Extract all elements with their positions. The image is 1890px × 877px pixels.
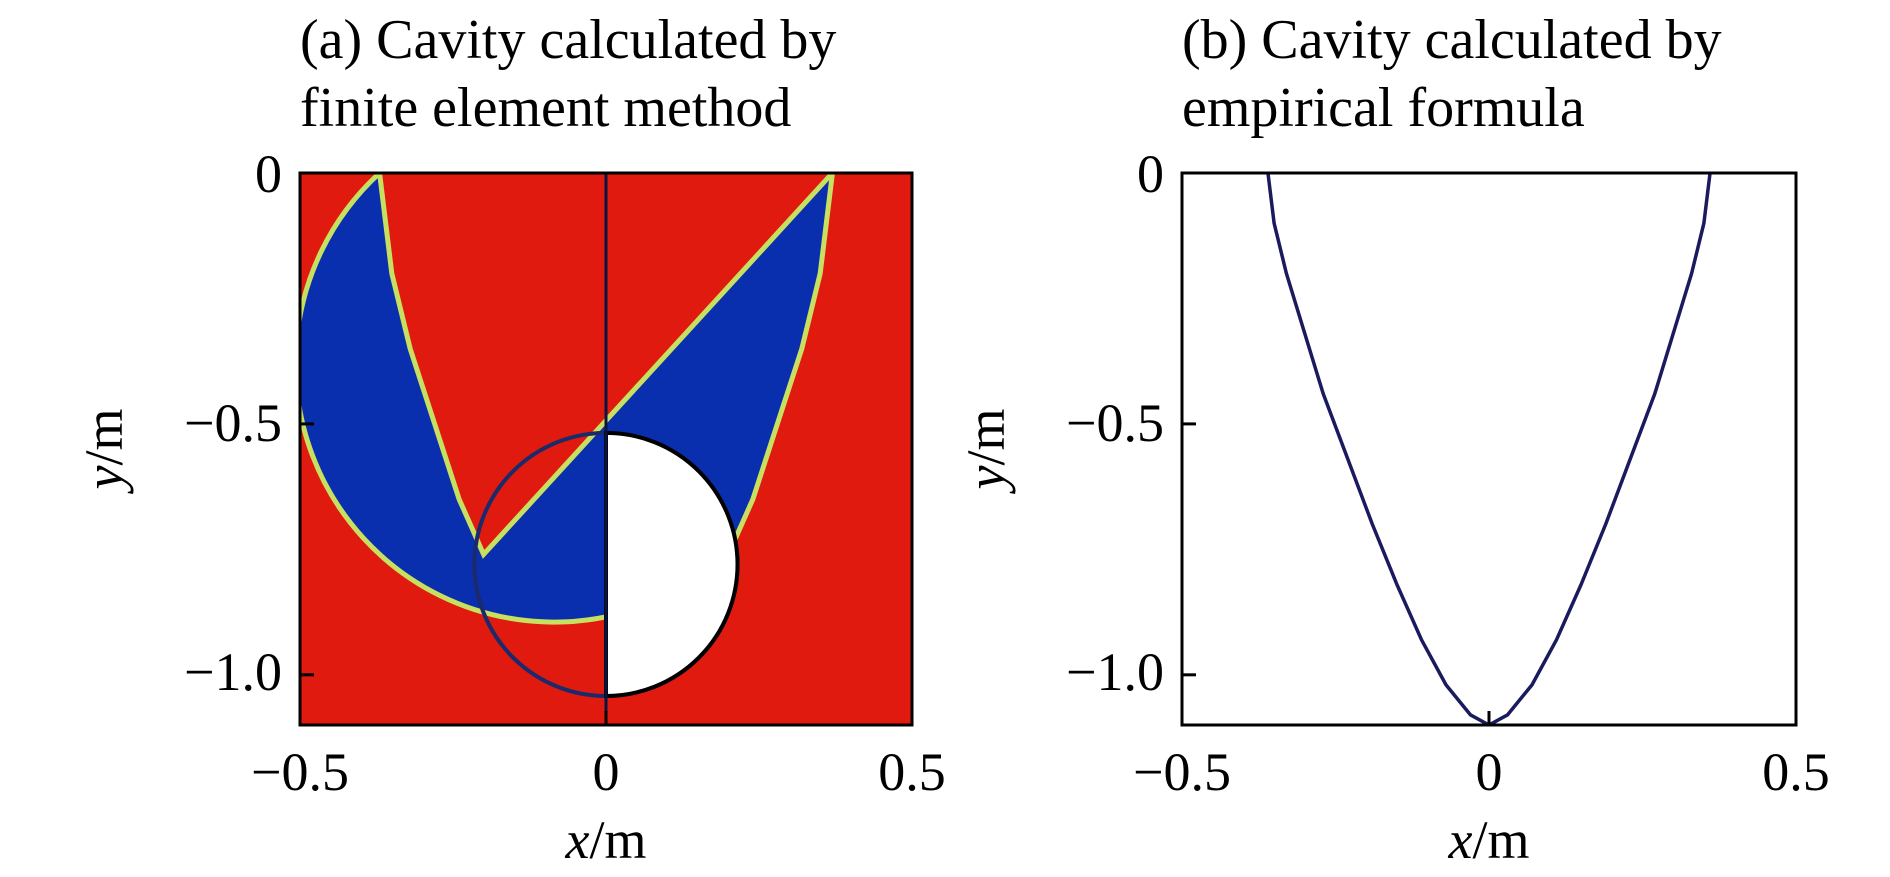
- panel-b-ylabel: y/m: [956, 409, 1016, 495]
- panel-a-xlabel-unit: /m: [589, 810, 646, 870]
- panel-b-ylabel-var: y: [956, 465, 1016, 494]
- panel-b-plot-area: [1266, 173, 1712, 725]
- panel-a-title-line-1: (a) Cavity calculated by: [300, 9, 836, 71]
- panel-b-ylabel-unit: /m: [956, 409, 1016, 466]
- panel-b-xtick-label-1: −0.5: [1133, 742, 1231, 802]
- panel-a-ticks: [298, 171, 914, 725]
- panel-b-ticks: [1180, 171, 1798, 725]
- panel-a-xtick-label-2: 0: [593, 742, 620, 802]
- panel-b-frame: [1180, 171, 1798, 727]
- panel-b-ytick-label-3: −1.0: [1066, 642, 1164, 702]
- panel-b-xlabel-unit: /m: [1472, 810, 1529, 870]
- panel-b-xlabel-var: x: [1448, 810, 1473, 870]
- panel-b-xlabel: x/m: [1448, 810, 1530, 870]
- panel-a-plot-area: [300, 173, 912, 725]
- projectile-half: [604, 430, 740, 699]
- panel-a-title-line-2: finite element method: [300, 77, 791, 139]
- panel-a-ytick-label-1: 0: [255, 144, 282, 204]
- panel-a-ylabel: y/m: [74, 409, 134, 495]
- panel-b-xtick-label-2: 0: [1476, 742, 1503, 802]
- cavity-profile-line: [1266, 173, 1712, 725]
- panel-a: (a) Cavity calculated by finite element …: [74, 9, 946, 870]
- panel-b: (b) Cavity calculated by empirical formu…: [956, 9, 1830, 870]
- panel-b-title-line-1: (b) Cavity calculated by: [1182, 9, 1722, 71]
- panel-a-xtick-label-1: −0.5: [251, 742, 349, 802]
- panel-b-title-line-2: empirical formula: [1182, 77, 1585, 139]
- panel-b-ytick-label-2: −0.5: [1066, 393, 1164, 453]
- panel-a-xtick-label-3: 0.5: [878, 742, 946, 802]
- panel-a-ytick-label-3: −1.0: [184, 642, 282, 702]
- panel-a-xlabel-var: x: [565, 810, 590, 870]
- panel-b-ytick-label-1: 0: [1137, 144, 1164, 204]
- panel-a-ylabel-unit: /m: [74, 409, 134, 466]
- panel-a-ylabel-var: y: [74, 465, 134, 494]
- panel-a-xlabel: x/m: [565, 810, 647, 870]
- panel-b-xtick-label-3: 0.5: [1762, 742, 1830, 802]
- panel-a-ytick-label-2: −0.5: [184, 393, 282, 453]
